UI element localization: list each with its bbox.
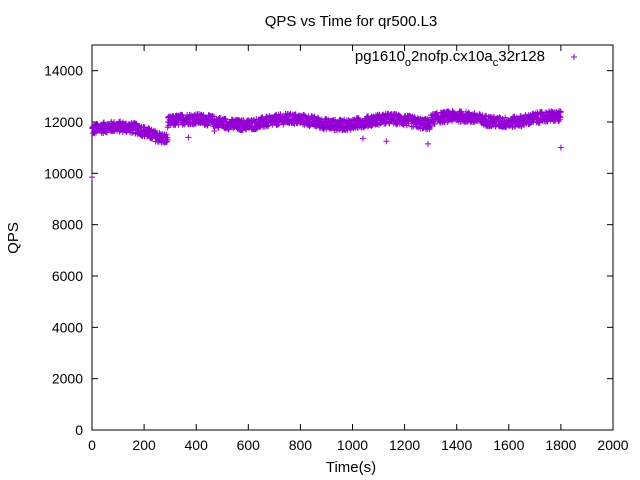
y-tick-label: 14000	[44, 63, 83, 79]
x-tick-label: 0	[88, 437, 96, 453]
data-point	[104, 129, 111, 136]
legend-label: pg1610o2nofp.cx10ac32r128	[355, 48, 545, 69]
data-point	[163, 131, 170, 138]
data-point	[210, 113, 217, 120]
data-point	[557, 114, 564, 121]
chart-title: QPS vs Time for qr500.L3	[265, 13, 438, 30]
data-point	[426, 126, 433, 133]
data-point	[431, 120, 438, 127]
data-point	[311, 114, 318, 121]
data-point-outlier	[185, 134, 192, 141]
x-tick-label: 1200	[389, 437, 420, 453]
x-tick-label: 1600	[493, 437, 524, 453]
data-point	[536, 119, 543, 126]
y-axis-label: QPS	[5, 222, 22, 254]
y-tick-label: 0	[75, 422, 83, 438]
data-point-outlier	[89, 174, 95, 181]
data-point	[164, 136, 171, 143]
x-axis-label: Time(s)	[326, 459, 376, 476]
data-point	[219, 121, 226, 128]
data-point	[397, 113, 404, 120]
data-point	[502, 114, 509, 121]
x-tick-label: 200	[132, 437, 156, 453]
data-point	[465, 109, 472, 116]
data-point	[275, 120, 282, 127]
x-axis: 0 200 400 600 800 1000 1200 1400 1600 1800 2000	[88, 45, 629, 453]
data-point	[314, 114, 321, 121]
data-point-outlier	[557, 144, 564, 151]
data-point-outlier	[211, 127, 218, 134]
y-tick-label: 10000	[44, 165, 83, 181]
x-tick-label: 400	[185, 437, 209, 453]
data-point	[215, 124, 222, 131]
y-axis: 0 2000 4000 6000 8000 10000 12000 14000	[44, 63, 613, 438]
y-tick-label: 12000	[44, 114, 83, 130]
data-point-outlier	[425, 140, 432, 147]
data-point	[100, 119, 107, 126]
legend: pg1610o2nofp.cx10ac32r128	[355, 48, 577, 69]
x-tick-label: 600	[237, 437, 261, 453]
data-point	[557, 109, 564, 116]
y-tick-label: 6000	[52, 268, 83, 284]
data-point	[204, 122, 211, 129]
x-tick-label: 1400	[441, 437, 472, 453]
y-tick-label: 8000	[52, 217, 83, 233]
plot-frame	[91, 44, 614, 431]
y-tick-label: 4000	[52, 319, 83, 335]
data-point	[368, 122, 375, 129]
data-point-outlier	[359, 135, 366, 142]
x-tick-label: 1800	[545, 437, 576, 453]
legend-marker-symbol	[571, 54, 577, 60]
legend-marker	[571, 54, 577, 60]
data-point-outlier	[383, 138, 390, 145]
data-point	[556, 113, 563, 120]
x-tick-label: 1000	[337, 437, 368, 453]
x-tick-label: 2000	[597, 437, 628, 453]
x-tick-label: 800	[289, 437, 313, 453]
data-series-points	[89, 108, 564, 181]
y-tick-label: 2000	[52, 371, 83, 387]
